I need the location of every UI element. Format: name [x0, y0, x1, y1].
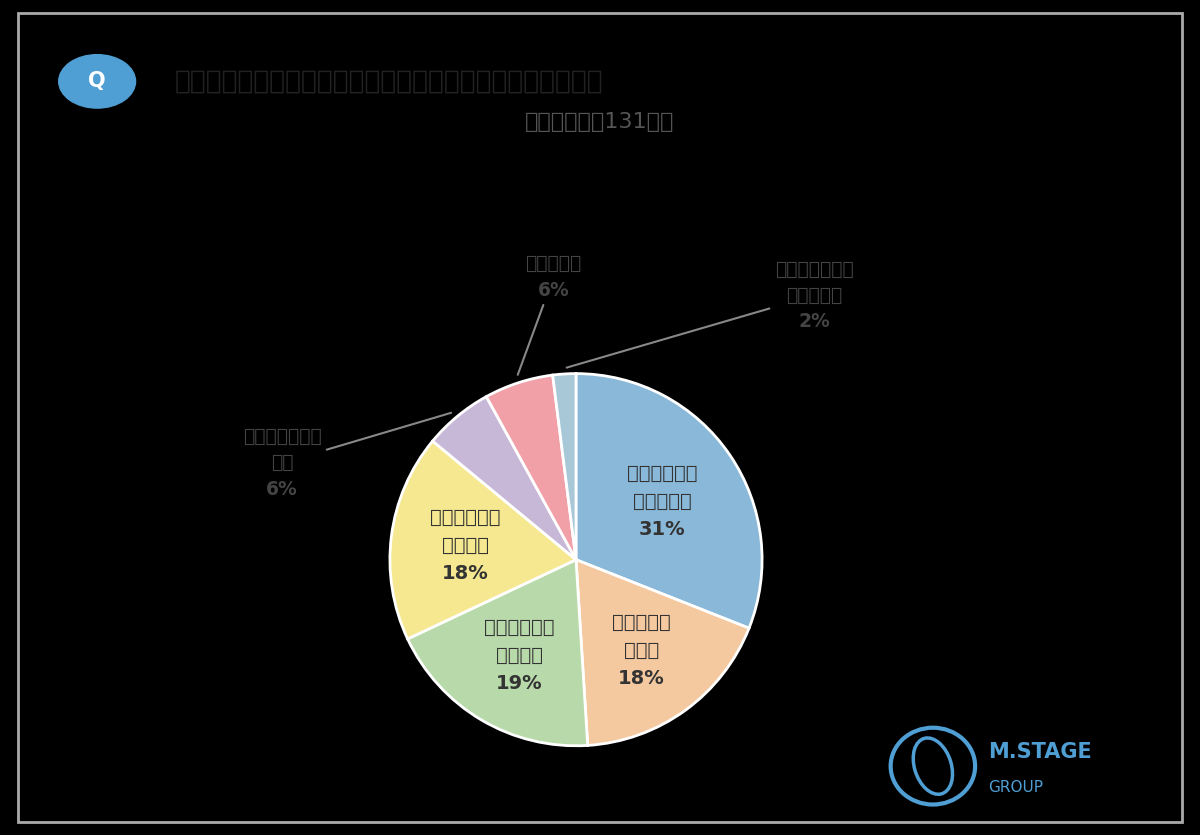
Text: 依頼があり
検討中
18%: 依頼があり 検討中 18%: [612, 613, 671, 687]
Text: （有効回答数131件）: （有効回答数131件）: [526, 112, 674, 132]
Text: わからない
6%: わからない 6%: [517, 254, 582, 375]
Wedge shape: [576, 559, 749, 746]
Text: GROUP: GROUP: [989, 780, 1043, 795]
Text: 新型コロナのワクチン接種対応を実施する予定はありますか: 新型コロナのワクチン接種対応を実施する予定はありますか: [175, 68, 604, 94]
Wedge shape: [390, 441, 576, 639]
Text: Q: Q: [89, 71, 106, 91]
Wedge shape: [553, 373, 576, 559]
Wedge shape: [433, 397, 576, 559]
Text: M.STAGE: M.STAGE: [989, 741, 1092, 762]
Circle shape: [59, 54, 136, 108]
Wedge shape: [486, 375, 576, 559]
Text: 依頼があったが
実施しない
2%: 依頼があったが 実施しない 2%: [566, 260, 853, 367]
Text: 依頼があれば
実施する
19%: 依頼があれば 実施する 19%: [484, 618, 554, 693]
Text: 依頼があれば
検討する
18%: 依頼があれば 検討する 18%: [430, 509, 500, 583]
Text: 依頼があっても
断る
6%: 依頼があっても 断る 6%: [242, 412, 451, 499]
Text: 依頼があり実
施を決めた
31%: 依頼があり実 施を決めた 31%: [626, 463, 697, 539]
Wedge shape: [576, 373, 762, 628]
Wedge shape: [408, 559, 588, 746]
